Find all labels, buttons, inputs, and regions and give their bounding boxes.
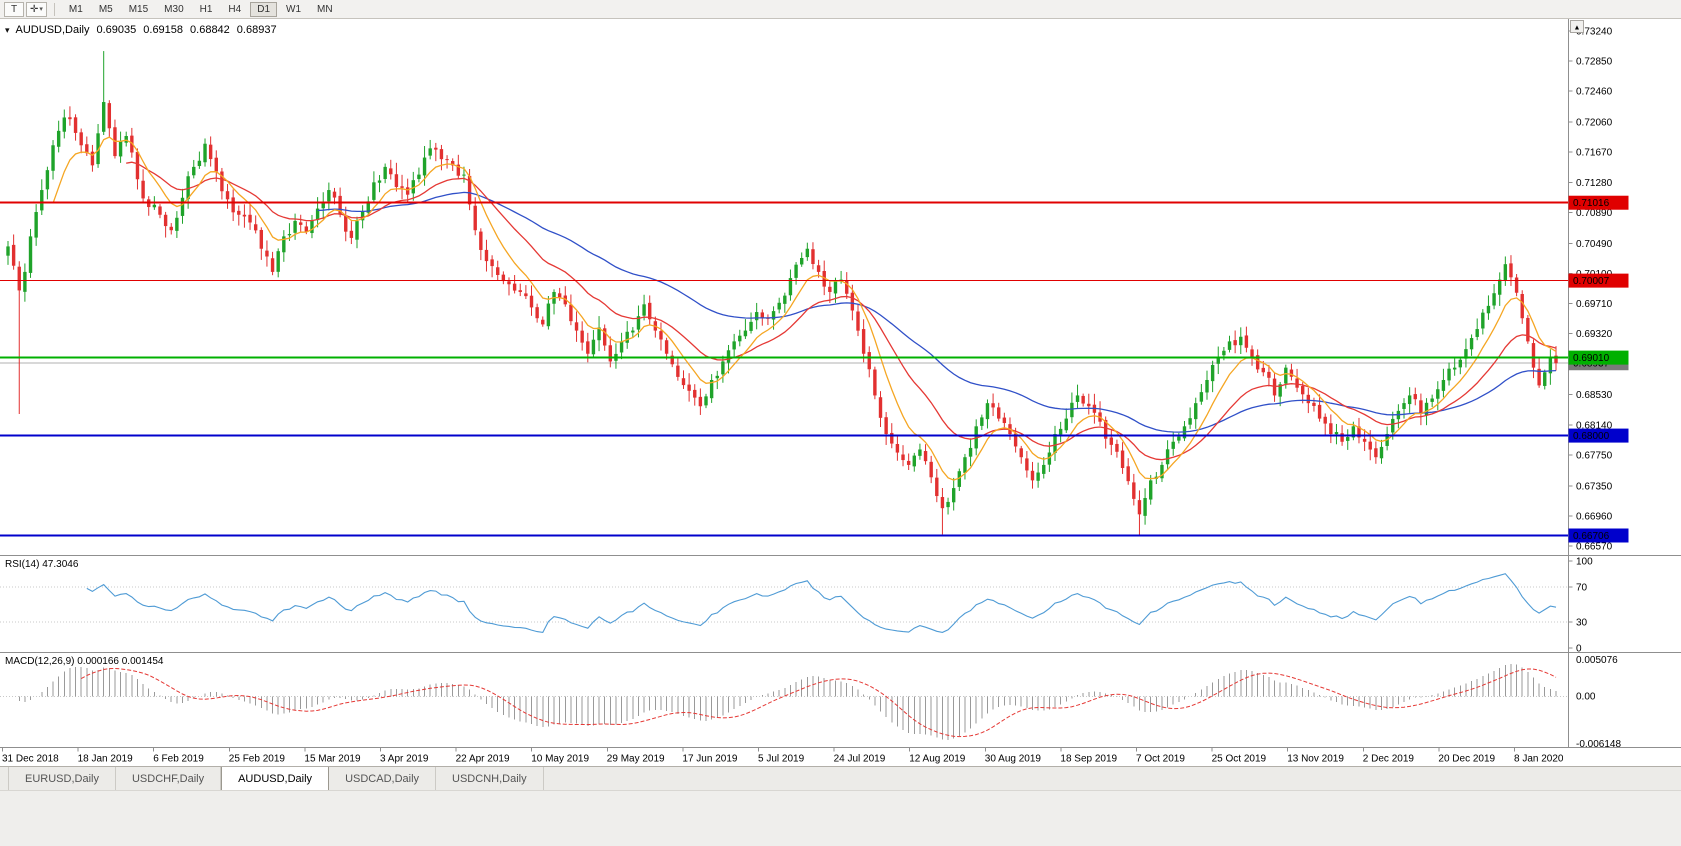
price-tag-0.66706: 0.66706 — [1568, 528, 1629, 543]
price-tag-0.68000: 0.68000 — [1568, 428, 1629, 443]
svg-text:6 Feb 2019: 6 Feb 2019 — [153, 754, 204, 765]
svg-text:0.66706: 0.66706 — [1573, 531, 1610, 542]
svg-text:0.69320: 0.69320 — [1576, 329, 1613, 340]
svg-text:7 Oct 2019: 7 Oct 2019 — [1136, 754, 1185, 765]
svg-text:0.66960: 0.66960 — [1576, 511, 1613, 522]
svg-text:18 Jan 2019: 18 Jan 2019 — [78, 754, 133, 765]
svg-text:0.67750: 0.67750 — [1576, 450, 1613, 461]
svg-text:0.68140: 0.68140 — [1576, 420, 1613, 431]
svg-text:0.70007: 0.70007 — [1573, 276, 1610, 287]
price-tag-0.71016: 0.71016 — [1568, 195, 1629, 210]
horizontal-levels — [0, 201, 1568, 537]
svg-text:0.72060: 0.72060 — [1576, 118, 1613, 129]
svg-text:0.70890: 0.70890 — [1576, 208, 1613, 219]
text-tool-button[interactable]: T — [4, 1, 24, 17]
moving-average-55 — [317, 191, 1557, 433]
svg-text:29 May 2019: 29 May 2019 — [607, 754, 665, 765]
tab-usdchf-daily[interactable]: USDCHF,Daily — [116, 767, 222, 790]
toolbar-separator — [53, 2, 55, 16]
tab-audusd-daily[interactable]: AUDUSD,Daily — [221, 767, 330, 790]
svg-text:0.69710: 0.69710 — [1576, 299, 1613, 310]
svg-text:30: 30 — [1576, 617, 1588, 628]
chevron-down-icon: ▾ — [39, 5, 43, 13]
svg-text:15 Mar 2019: 15 Mar 2019 — [304, 754, 361, 765]
timeframe-button-m1[interactable]: M1 — [62, 2, 90, 17]
price-chart-canvas[interactable]: 0.73240 0.72850 0.72460 0.72060 0.71670 0.712… — [0, 19, 1681, 766]
timeframe-button-m15[interactable]: M15 — [122, 2, 155, 17]
timeframe-button-m5[interactable]: M5 — [92, 2, 120, 17]
svg-text:100: 100 — [1576, 557, 1593, 568]
time-axis-labels: 31 Dec 2018 18 Jan 2019 6 Feb 2019 25 Feb 2… — [2, 747, 1564, 765]
price-tag-0.69010: 0.69010 — [1568, 350, 1629, 365]
svg-text:0.71280: 0.71280 — [1576, 178, 1613, 189]
timeframe-button-d1[interactable]: D1 — [250, 1, 278, 17]
macd-histogram — [18, 663, 1557, 740]
crosshair-icon: ✛ — [30, 3, 39, 15]
tab-usdcad-daily[interactable]: USDCAD,Daily — [329, 767, 437, 790]
tab-eurusd-daily[interactable]: EURUSD,Daily — [8, 767, 116, 790]
tab-usdcnh-daily[interactable]: USDCNH,Daily — [436, 767, 544, 790]
svg-text:0.67350: 0.67350 — [1576, 481, 1613, 492]
svg-text:0.68000: 0.68000 — [1573, 431, 1610, 442]
panel-borders — [0, 19, 1681, 748]
svg-text:0.72850: 0.72850 — [1576, 57, 1613, 68]
svg-text:18 Sep 2019: 18 Sep 2019 — [1060, 754, 1117, 765]
rsi-line — [86, 573, 1557, 633]
svg-text:5 Jul 2019: 5 Jul 2019 — [758, 754, 805, 765]
candlesticks — [6, 51, 1558, 536]
svg-text:25 Feb 2019: 25 Feb 2019 — [229, 754, 286, 765]
time-scale[interactable] — [0, 748, 1568, 767]
price-scale[interactable] — [1569, 19, 1681, 748]
timeframe-button-h4[interactable]: H4 — [221, 2, 248, 17]
svg-text:13 Nov 2019: 13 Nov 2019 — [1287, 754, 1344, 765]
moving-average-8 — [52, 136, 1557, 481]
svg-text:0.68530: 0.68530 — [1576, 390, 1613, 401]
svg-text:0.005076: 0.005076 — [1576, 655, 1618, 666]
scale-scroll-up-button[interactable]: ▲ — [1570, 20, 1584, 33]
svg-text:25 Oct 2019: 25 Oct 2019 — [1212, 754, 1267, 765]
chart-window: 0.73240 0.72850 0.72460 0.72060 0.71670 0.712… — [0, 19, 1681, 766]
timeframe-button-mn[interactable]: MN — [310, 2, 340, 17]
svg-text:▲: ▲ — [1574, 25, 1581, 32]
svg-text:20 Dec 2019: 20 Dec 2019 — [1438, 754, 1495, 765]
svg-text:17 Jun 2019: 17 Jun 2019 — [682, 754, 737, 765]
svg-text:0.70490: 0.70490 — [1576, 239, 1613, 250]
timeframe-button-w1[interactable]: W1 — [279, 2, 308, 17]
svg-text:22 Apr 2019: 22 Apr 2019 — [456, 754, 510, 765]
status-strip — [0, 790, 1681, 846]
svg-text:2 Dec 2019: 2 Dec 2019 — [1363, 754, 1415, 765]
svg-text:0.69010: 0.69010 — [1573, 353, 1610, 364]
timeframe-button-h1[interactable]: H1 — [193, 2, 220, 17]
svg-text:0.66570: 0.66570 — [1576, 542, 1613, 553]
svg-text:31 Dec 2018: 31 Dec 2018 — [2, 754, 59, 765]
drawing-tools-button[interactable]: ✛ ▾ — [26, 1, 47, 17]
svg-text:3 Apr 2019: 3 Apr 2019 — [380, 754, 429, 765]
svg-text:0.73240: 0.73240 — [1576, 27, 1613, 38]
svg-text:10 May 2019: 10 May 2019 — [531, 754, 589, 765]
svg-text:70: 70 — [1576, 583, 1588, 594]
macd-signal-line — [80, 667, 1557, 738]
text-tool-icon: T — [10, 3, 18, 15]
svg-text:12 Aug 2019: 12 Aug 2019 — [909, 754, 966, 765]
chart-tab-bar: EURUSD,Daily USDCHF,Daily AUDUSD,Daily U… — [0, 766, 1681, 790]
svg-text:0.72460: 0.72460 — [1576, 87, 1613, 98]
svg-text:30 Aug 2019: 30 Aug 2019 — [985, 754, 1042, 765]
timeframe-button-m30[interactable]: M30 — [157, 2, 190, 17]
svg-text:0: 0 — [1576, 644, 1582, 655]
chart-toolbar: T ✛ ▾ M1 M5 M15 M30 H1 H4 D1 W1 MN — [0, 0, 1681, 19]
price-tag-0.70007: 0.70007 — [1568, 273, 1629, 288]
svg-text:0.71016: 0.71016 — [1573, 198, 1610, 209]
svg-text:-0.006148: -0.006148 — [1576, 739, 1621, 750]
svg-text:24 Jul 2019: 24 Jul 2019 — [834, 754, 886, 765]
svg-text:8 Jan 2020: 8 Jan 2020 — [1514, 754, 1564, 765]
svg-text:0.71670: 0.71670 — [1576, 148, 1613, 159]
svg-text:0.00: 0.00 — [1576, 692, 1596, 703]
